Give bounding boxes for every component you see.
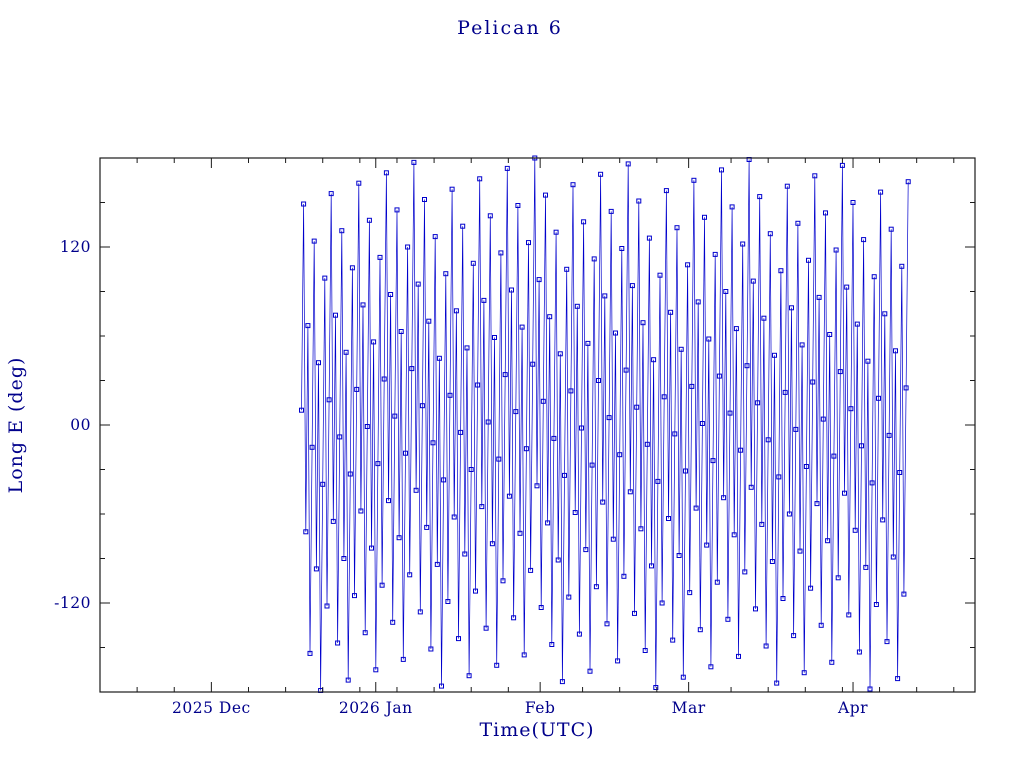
y-tick-label: 00 [70,416,91,434]
x-tick-label: 2026 Jan [339,699,413,717]
data-series [299,155,911,693]
y-tick-label: -120 [54,594,91,612]
x-tick-label: Mar [672,699,706,717]
x-tick-label: Apr [837,699,868,717]
y-tick-label: 120 [60,238,91,256]
x-tick-label: Feb [525,699,556,717]
y-axis-label: Long E (deg) [5,357,27,494]
x-axis-ticks: 2025 Dec 2026 Jan Feb Mar Apr [136,158,955,717]
chart-title: Pelican 6 [457,17,563,39]
y-axis-ticks: -120 00 120 [54,202,975,648]
x-axis-label: Time(UTC) [479,719,594,741]
x-tick-label: 2025 Dec [172,699,251,717]
